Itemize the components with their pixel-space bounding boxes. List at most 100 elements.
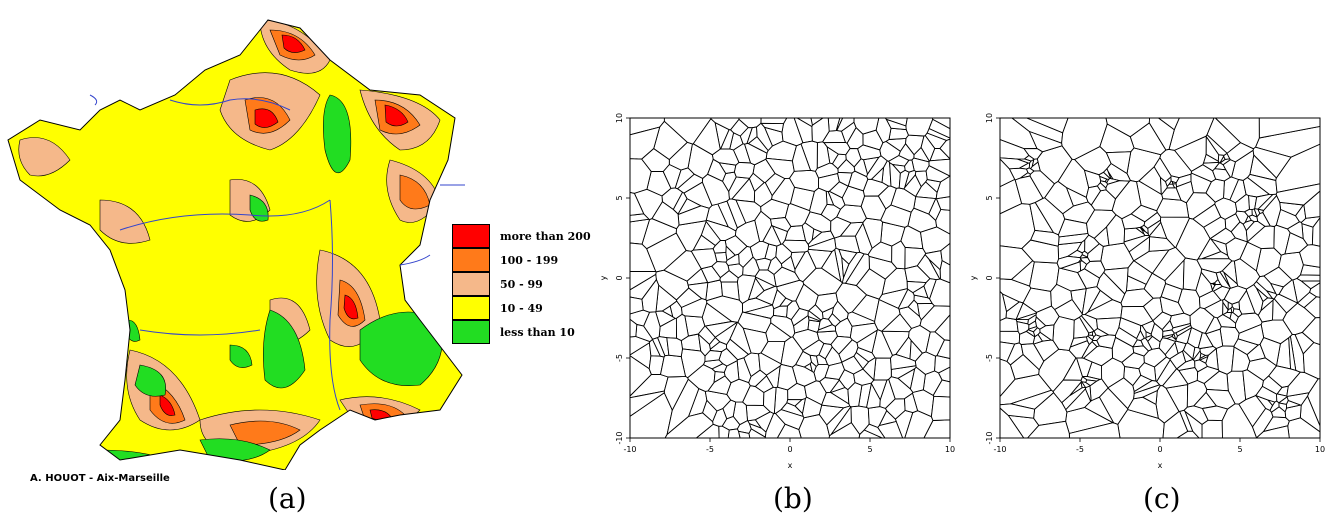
voronoi-cell bbox=[763, 386, 777, 414]
voronoi-cell bbox=[838, 248, 858, 265]
voronoi-cell bbox=[748, 369, 767, 387]
voronoi-cell bbox=[1098, 171, 1111, 180]
voronoi-cell bbox=[1008, 167, 1029, 181]
voronoi-cell bbox=[874, 298, 901, 332]
voronoi-cell bbox=[1039, 324, 1055, 341]
voronoi-cell bbox=[1139, 325, 1147, 339]
y-tick-label: 10 bbox=[985, 113, 994, 123]
panel-a: more than 200 100 - 199 50 - 99 10 - 49 … bbox=[0, 0, 600, 521]
voronoi-cell bbox=[1256, 212, 1271, 227]
voronoi-cell bbox=[643, 311, 661, 340]
voronoi-cell bbox=[916, 302, 935, 321]
voronoi-cell bbox=[853, 368, 875, 386]
voronoi-cell bbox=[735, 199, 762, 224]
voronoi-cell bbox=[1023, 148, 1044, 160]
voronoi-cell bbox=[1107, 171, 1114, 180]
voronoi-cell bbox=[1093, 327, 1110, 337]
voronoi-cell bbox=[1257, 299, 1274, 323]
legend-item: more than 200 bbox=[452, 224, 591, 248]
voronoi-cell bbox=[853, 351, 870, 370]
voronoi-cell bbox=[704, 321, 739, 338]
voronoi-cell bbox=[1197, 332, 1214, 349]
voronoi-cell bbox=[1140, 337, 1153, 352]
voronoi-cell bbox=[781, 239, 810, 253]
x-tick-label: 0 bbox=[787, 445, 792, 454]
legend-swatch bbox=[452, 224, 490, 248]
voronoi-cell bbox=[903, 174, 922, 198]
voronoi-cell bbox=[1158, 337, 1177, 356]
legend-swatch bbox=[452, 272, 490, 296]
x-tick-label: -5 bbox=[1076, 445, 1084, 454]
voronoi-cell bbox=[939, 259, 951, 284]
voronoi-cell bbox=[1202, 161, 1220, 172]
y-tick-label: -10 bbox=[615, 431, 624, 444]
voronoi-cell bbox=[1081, 250, 1089, 258]
voronoi-cell bbox=[925, 165, 951, 183]
x-tick-label: 10 bbox=[1315, 445, 1325, 454]
voronoi-cell bbox=[1171, 180, 1177, 185]
legend-label: more than 200 bbox=[500, 229, 591, 243]
voronoi-cell bbox=[873, 357, 892, 381]
voronoi-cell bbox=[771, 177, 795, 205]
voronoi-cell bbox=[701, 173, 730, 206]
voronoi-cell bbox=[736, 274, 756, 304]
france-map bbox=[7, 19, 465, 470]
voronoi-cell bbox=[674, 167, 695, 190]
voronoi-cell bbox=[664, 412, 714, 439]
voronoi-cell bbox=[1205, 135, 1220, 162]
voronoi-cell bbox=[755, 257, 772, 271]
x-axis-label: x bbox=[1158, 461, 1163, 470]
voronoi-cell bbox=[1219, 155, 1226, 164]
voronoi-cell bbox=[1105, 151, 1132, 175]
voronoi-cell bbox=[891, 240, 906, 270]
x-tick-label: 5 bbox=[867, 445, 872, 454]
voronoi-cell bbox=[744, 143, 768, 166]
voronoi-cell bbox=[811, 117, 830, 144]
voronoi-cell bbox=[1251, 407, 1274, 439]
voronoi-cell bbox=[1161, 187, 1182, 201]
voronoi-cell bbox=[1259, 337, 1281, 367]
voronoi-cell bbox=[1076, 239, 1086, 254]
voronoi-cell bbox=[666, 337, 683, 358]
y-tick-label: 5 bbox=[985, 195, 994, 200]
voronoi-cell bbox=[1075, 357, 1093, 377]
voronoi-cell bbox=[1242, 219, 1256, 232]
voronoi-cell bbox=[907, 299, 921, 318]
voronoi-cell bbox=[687, 364, 716, 392]
voronoi-cell bbox=[709, 336, 721, 350]
legend-item: 10 - 49 bbox=[452, 296, 543, 320]
voronoi-cell bbox=[725, 253, 740, 266]
legend: more than 200 100 - 199 50 - 99 10 - 49 … bbox=[452, 224, 592, 348]
voronoi-cell bbox=[1186, 380, 1208, 408]
voronoi-cell bbox=[1015, 312, 1038, 321]
voronoi-cell bbox=[707, 158, 727, 182]
voronoi-cell bbox=[828, 181, 849, 199]
voronoi-cell bbox=[1153, 156, 1172, 183]
voronoi-cell bbox=[1077, 258, 1083, 263]
voronoi-cell bbox=[904, 159, 915, 173]
voronoi-cell bbox=[1211, 282, 1217, 286]
voronoi-cell bbox=[908, 325, 931, 354]
panel-c: -10 -5 0 5 10 -10 -5 0 5 10 x y bbox=[960, 100, 1335, 480]
legend-label: 50 - 99 bbox=[500, 277, 543, 291]
voronoi-cell bbox=[651, 201, 680, 230]
voronoi-cell bbox=[1198, 355, 1209, 364]
voronoi-cell bbox=[1085, 335, 1094, 346]
voronoi-cell bbox=[733, 161, 756, 179]
x-tick-label: 10 bbox=[945, 445, 955, 454]
voronoi-cell bbox=[672, 191, 688, 215]
voronoi-cell bbox=[830, 216, 852, 239]
voronoi-cell bbox=[1269, 282, 1285, 296]
caption-a: (a) bbox=[268, 482, 307, 515]
voronoi-cell bbox=[760, 117, 788, 125]
voronoi-cell bbox=[1138, 362, 1157, 382]
legend-item: 100 - 199 bbox=[452, 248, 558, 272]
voronoi-cell bbox=[1286, 371, 1319, 397]
voronoi-cell bbox=[1285, 400, 1303, 409]
caption-c: (c) bbox=[1143, 482, 1181, 515]
voronoi-cell bbox=[736, 420, 752, 434]
voronoi-cell bbox=[823, 141, 851, 156]
voronoi-cell bbox=[1229, 312, 1239, 324]
voronoi-cell bbox=[880, 204, 912, 228]
voronoi-cell bbox=[809, 361, 817, 374]
